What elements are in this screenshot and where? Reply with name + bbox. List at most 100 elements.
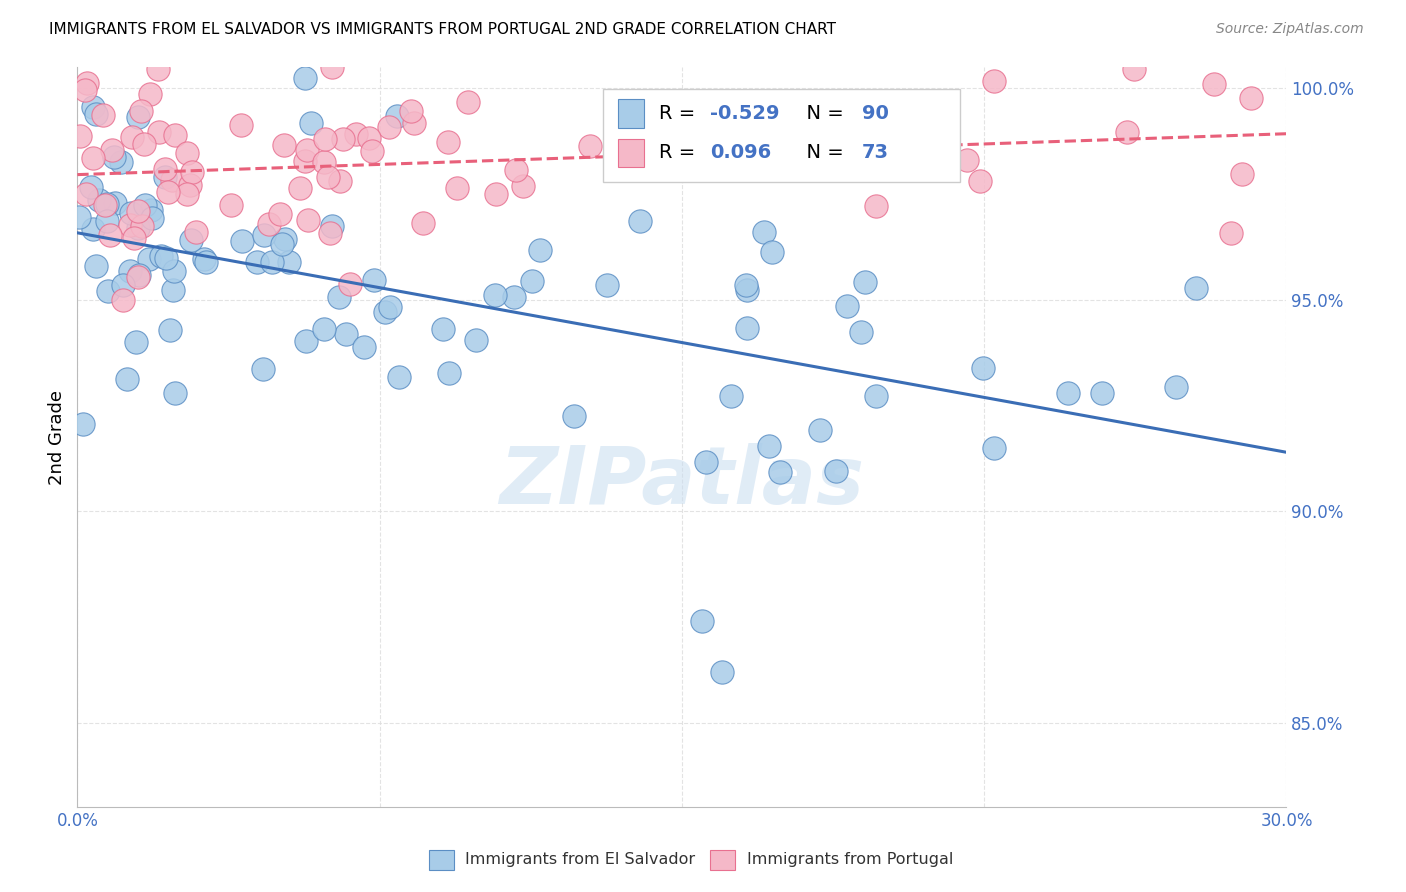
Point xyxy=(84,260,107,274)
Point xyxy=(387,109,409,123)
Point xyxy=(1091,386,1114,401)
Point xyxy=(257,218,280,232)
Text: Source: ZipAtlas.com: Source: ZipAtlas.com xyxy=(1216,22,1364,37)
Point xyxy=(502,290,524,304)
Point xyxy=(956,153,979,167)
Point xyxy=(97,284,120,298)
Point xyxy=(1230,167,1253,181)
Point xyxy=(562,409,585,423)
Text: 0.096: 0.096 xyxy=(710,144,770,162)
Text: -0.529: -0.529 xyxy=(710,104,779,123)
Point xyxy=(67,210,90,224)
Point xyxy=(141,211,163,225)
Point xyxy=(82,222,104,236)
Point xyxy=(1240,91,1263,105)
Point xyxy=(432,322,454,336)
Point xyxy=(103,149,125,163)
Point xyxy=(335,327,357,342)
Point xyxy=(446,180,468,194)
Point xyxy=(184,225,207,239)
Point xyxy=(735,321,758,335)
Point xyxy=(278,255,301,269)
Point xyxy=(437,135,460,149)
Point xyxy=(865,389,887,403)
Point xyxy=(769,465,792,479)
Point xyxy=(983,74,1005,88)
Text: N =: N = xyxy=(794,144,851,162)
Point xyxy=(329,174,352,188)
Point xyxy=(295,334,318,349)
Point xyxy=(321,219,343,233)
Point xyxy=(357,131,380,145)
Point xyxy=(112,293,135,307)
Point xyxy=(744,160,766,174)
Point xyxy=(162,283,184,297)
Point xyxy=(179,178,201,193)
Point xyxy=(94,198,117,212)
Point xyxy=(246,255,269,269)
Point xyxy=(229,118,252,132)
Point xyxy=(96,197,118,211)
Point xyxy=(153,161,176,176)
Point xyxy=(969,174,991,188)
Point xyxy=(294,153,316,168)
Point xyxy=(312,322,335,336)
Text: R =: R = xyxy=(659,104,702,123)
Point xyxy=(808,423,831,437)
Point xyxy=(297,213,319,227)
Point xyxy=(972,361,994,376)
Point xyxy=(181,165,204,179)
FancyBboxPatch shape xyxy=(617,100,644,128)
Text: ZIPatlas: ZIPatlas xyxy=(499,442,865,521)
Text: R =: R = xyxy=(659,144,702,162)
Point xyxy=(96,214,118,228)
Point xyxy=(163,128,186,142)
Point xyxy=(98,227,121,242)
Point xyxy=(579,139,602,153)
Point xyxy=(290,180,312,194)
Point xyxy=(484,288,506,302)
Point xyxy=(464,333,486,347)
Point xyxy=(344,127,367,141)
Point xyxy=(752,226,775,240)
Point xyxy=(180,233,202,247)
Point xyxy=(120,206,142,220)
Text: Immigrants from Portugal: Immigrants from Portugal xyxy=(747,853,953,867)
Point xyxy=(761,245,783,260)
Point xyxy=(374,305,396,319)
Point xyxy=(134,198,156,212)
Point xyxy=(983,441,1005,455)
Point xyxy=(101,143,124,157)
Point xyxy=(153,169,176,184)
Point xyxy=(360,145,382,159)
Point xyxy=(485,187,508,202)
Point xyxy=(82,151,104,165)
Point xyxy=(231,234,253,248)
Point xyxy=(128,268,150,283)
Point xyxy=(148,62,170,77)
Point xyxy=(596,278,619,293)
Point xyxy=(388,369,411,384)
Point xyxy=(332,131,354,145)
Point xyxy=(512,178,534,193)
Point xyxy=(139,202,162,217)
Text: 73: 73 xyxy=(862,144,889,162)
Point xyxy=(377,120,399,134)
Point xyxy=(758,439,780,453)
FancyBboxPatch shape xyxy=(617,139,644,167)
Point xyxy=(835,299,858,313)
Point xyxy=(339,277,361,292)
Point xyxy=(159,322,181,336)
Point xyxy=(1202,77,1225,91)
Point xyxy=(628,214,651,228)
Point xyxy=(157,186,180,200)
Point xyxy=(273,138,295,153)
Text: 90: 90 xyxy=(862,104,889,123)
Point xyxy=(271,237,294,252)
Point xyxy=(112,278,135,293)
Point xyxy=(437,366,460,380)
Y-axis label: 2nd Grade: 2nd Grade xyxy=(48,390,66,484)
Point xyxy=(117,372,139,386)
Point xyxy=(163,264,186,278)
Point xyxy=(314,154,336,169)
